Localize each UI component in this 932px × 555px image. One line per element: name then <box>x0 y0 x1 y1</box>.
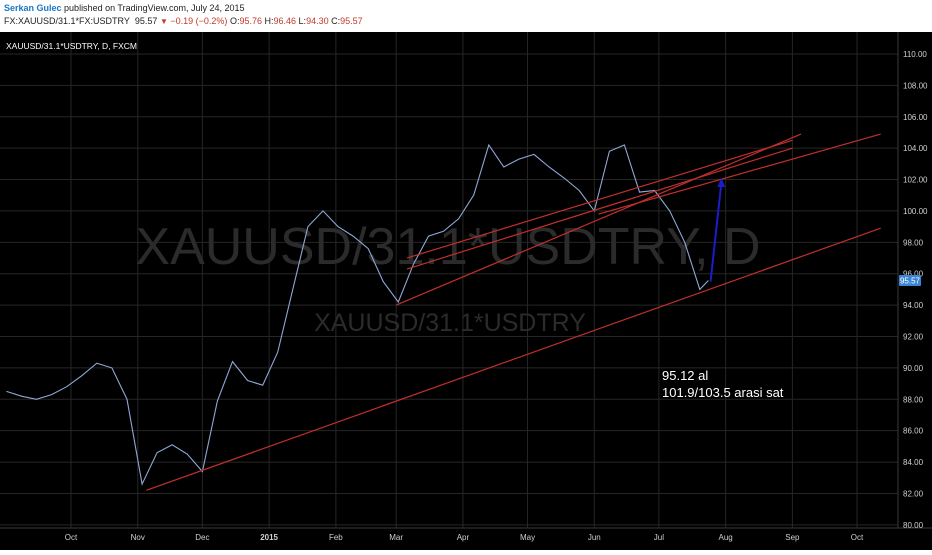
x-tick-label: 2015 <box>260 533 278 542</box>
high-value: 96.46 <box>273 16 297 26</box>
symbol-line: FX:XAUUSD/31.1*FX:USDTRY 95.57 ▼ −0.19 (… <box>4 16 363 27</box>
target-arrow-head-icon <box>717 177 726 187</box>
y-tick-label: 88.00 <box>903 395 924 404</box>
high-label: H: <box>264 16 274 26</box>
low-label: L: <box>298 16 307 26</box>
chart-svg: XAUUSD/31.1*USDTRY, D XAUUSD/31.1*USDTRY… <box>0 32 932 542</box>
last-price-tag-text: 95.57 <box>900 276 921 285</box>
x-tick-label: Aug <box>719 533 733 542</box>
y-tick-label: 90.00 <box>903 364 924 373</box>
y-tick-label: 102.00 <box>903 176 928 185</box>
grid <box>0 32 898 528</box>
low-value: 94.30 <box>306 16 329 26</box>
price-series-line <box>6 143 709 486</box>
x-tick-label: Jul <box>654 533 664 542</box>
publish-line: Serkan Gulec published on TradingView.co… <box>4 3 245 14</box>
x-tick-label: May <box>520 533 535 542</box>
watermark-large: XAUUSD/31.1*USDTRY, D <box>135 218 760 276</box>
y-tick-label: 106.00 <box>903 113 928 122</box>
y-tick-label: 96.00 <box>903 270 924 279</box>
y-tick-label: 98.00 <box>903 238 924 247</box>
trend-line <box>146 227 881 491</box>
x-tick-label: Nov <box>131 533 145 542</box>
trend-lines <box>146 133 881 491</box>
price-line-layer <box>6 143 709 486</box>
y-tick-label: 94.00 <box>903 301 924 310</box>
x-tick-label: Apr <box>457 533 470 542</box>
down-arrow-icon: ▼ <box>159 17 168 26</box>
published-text: published on TradingView.com, July 24, 2… <box>64 3 245 13</box>
chart-title: XAUUSD/31.1*USDTRY, D, FXCM <box>6 41 137 51</box>
y-tick-label: 92.00 <box>903 333 924 342</box>
annotation-line-1: 95.12 al <box>662 368 708 383</box>
last-price: 95.57 <box>134 16 158 26</box>
y-tick-label: 100.00 <box>903 207 928 216</box>
x-tick-label: Oct <box>851 533 864 542</box>
last-price-marker: 95.57 <box>899 274 921 286</box>
y-tick-label: 82.00 <box>903 489 924 498</box>
chart-area[interactable]: XAUUSD/31.1*USDTRY, D XAUUSD/31.1*USDTRY… <box>0 32 932 550</box>
target-arrow-shaft <box>709 182 723 282</box>
x-tick-label: Feb <box>329 533 343 542</box>
watermark-small: XAUUSD/31.1*USDTRY <box>314 309 586 337</box>
x-axis: Oct Nov Dec 2015 Feb Mar Apr May Jun Jul Aug Sep Oct <box>65 533 864 542</box>
chart-header: Serkan Gulec published on TradingView.co… <box>0 0 932 32</box>
arrow-layer <box>709 177 726 282</box>
trend-line <box>395 133 802 306</box>
y-tick-label: 84.00 <box>903 458 924 467</box>
trend-line <box>598 133 881 215</box>
close-label: C: <box>331 16 341 26</box>
annotation-line-2: 101.9/103.5 arasi sat <box>662 385 784 400</box>
trend-line <box>406 139 793 259</box>
y-tick-label: 80.00 <box>903 521 924 530</box>
y-tick-label: 104.00 <box>903 144 928 153</box>
symbol-name: FX:XAUUSD/31.1*FX:USDTRY <box>4 16 130 26</box>
last-price-tag <box>899 274 921 286</box>
x-tick-label: Oct <box>65 533 78 542</box>
y-tick-label: 108.00 <box>903 81 928 90</box>
open-value: 95.76 <box>239 16 262 26</box>
open-label: O: <box>229 16 240 26</box>
trend-line <box>406 147 793 270</box>
y-tick-label: 86.00 <box>903 427 924 436</box>
author-link[interactable]: Serkan Gulec <box>4 3 62 13</box>
y-axis: 80.00 82.00 84.00 86.00 88.00 90.00 92.00 94.00… <box>903 50 928 530</box>
x-tick-label: Mar <box>389 533 403 542</box>
x-tick-label: Dec <box>195 533 209 542</box>
x-tick-label: Jun <box>588 533 601 542</box>
close-value: 95.57 <box>340 16 363 26</box>
price-change: −0.19 (−0.2%) <box>170 16 228 26</box>
y-tick-label: 110.00 <box>903 50 927 59</box>
x-tick-label: Sep <box>785 533 800 542</box>
